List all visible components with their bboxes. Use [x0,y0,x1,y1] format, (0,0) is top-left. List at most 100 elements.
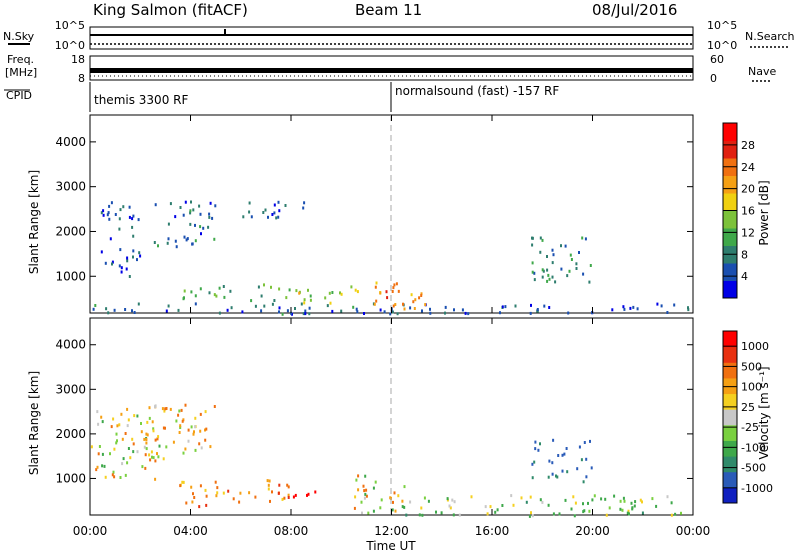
data-cell [177,308,180,312]
colorbar-segment [723,346,737,363]
data-cell [380,498,383,502]
data-cell [184,200,187,204]
data-cell [418,513,421,517]
data-cell [451,498,454,502]
data-cell [673,303,676,307]
data-cell [444,305,447,309]
power-panel: 1000 2000 3000 4000 [55,114,694,316]
nave-label: Nave [748,65,776,78]
data-cell [383,310,386,314]
data-cell [307,288,309,292]
data-cell [131,437,134,441]
data-cell [116,424,119,428]
data-cell [421,513,424,517]
data-cell [192,492,194,496]
data-cell [389,496,392,500]
data-cell [113,308,116,312]
data-cell [547,475,550,479]
data-cell [630,501,633,505]
data-cell [585,457,588,461]
data-cell [189,209,192,213]
data-cell [557,454,560,457]
station-title: King Salmon (fitACF) [93,1,248,19]
data-cell [374,480,377,484]
data-cell [218,286,221,290]
data-cell [162,457,165,461]
data-cell [182,451,185,455]
data-cell [113,475,116,479]
data-cell [300,302,303,306]
data-cell [424,303,427,307]
beam-title: Beam 11 [355,1,422,19]
data-cell [175,245,178,249]
data-cell [174,215,177,219]
data-cell [283,496,286,500]
data-cell [213,405,216,408]
data-cell [250,299,253,303]
data-cell [204,410,207,414]
data-cell [641,500,643,504]
data-cell [290,311,293,315]
colorbar-tick-label: -100 [741,441,766,454]
data-cell [121,437,124,441]
data-cell [533,460,536,464]
data-cell [324,296,327,300]
data-cell [204,488,207,492]
data-cell [152,427,155,431]
colorbar-segment [723,228,737,246]
colorbar-tick-label: -500 [741,462,766,475]
data-cell [331,309,334,313]
data-cell [152,456,155,460]
data-cell [541,268,544,272]
data-cell [232,497,235,501]
colorbar-tick-label: 16 [741,205,755,218]
data-cell [273,299,276,302]
data-cell [537,448,540,452]
data-cell [575,267,578,270]
data-cell [112,417,115,421]
data-cell [164,407,167,411]
data-cell [190,290,193,294]
data-cell [112,470,115,474]
data-cell [429,311,432,315]
data-cell [357,474,360,478]
data-cell [551,461,554,465]
data-cell [561,453,564,457]
data-cell [354,495,357,499]
velocity-panel: 1000 2000 3000 4000 [55,317,694,518]
data-cell [277,491,280,495]
data-cell [205,427,208,431]
data-cell [286,309,289,313]
data-cell [356,290,359,294]
data-cell [278,306,281,310]
data-cell [410,293,413,297]
data-cell [403,485,406,489]
data-cell [304,309,307,313]
data-cell [583,509,586,513]
data-cell [632,305,635,309]
data-cell [467,312,470,316]
range-tick-label: 4000 [55,135,86,149]
data-cell [185,501,188,505]
data-cell [567,311,570,315]
data-cell [179,206,182,209]
data-cell [164,426,166,430]
data-cell [167,237,170,241]
data-cell [392,286,395,290]
data-cell [113,447,116,451]
data-cell [547,503,550,507]
data-cell [353,506,356,510]
data-cell [572,495,575,499]
data-cell [215,294,218,298]
data-cell [622,496,625,500]
colorbar-segment [723,409,737,426]
data-cell [429,307,431,311]
data-cell [165,407,168,410]
data-cell [444,311,446,315]
data-cell [372,509,375,513]
colorbar-tick-label: 100 [741,381,762,394]
range-tick-label: 2000 [55,224,86,238]
data-cell [100,250,103,254]
data-cell [386,296,389,300]
data-cell [177,413,180,417]
